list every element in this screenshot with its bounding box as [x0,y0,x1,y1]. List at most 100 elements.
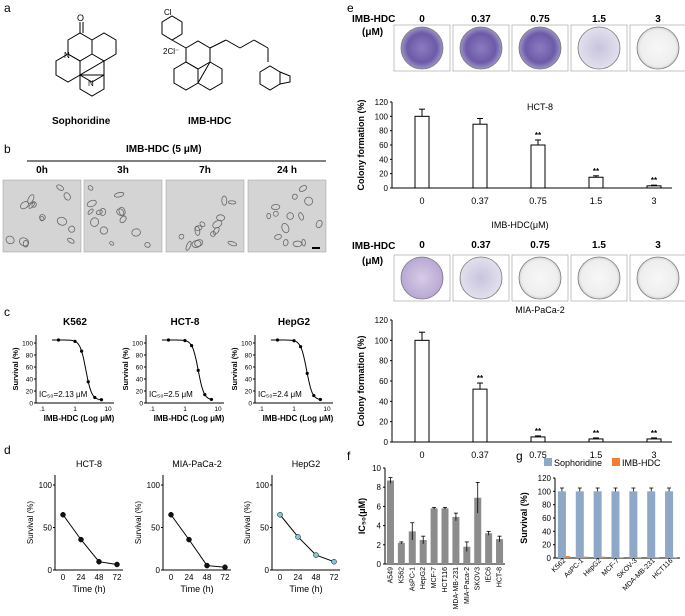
sophoridine-bar [611,491,620,558]
x-tick-label: 72 [113,573,122,582]
dose-point [99,398,103,402]
panel-label-f: f [347,449,351,463]
cell-shape [216,214,226,222]
dose-point [305,371,309,376]
ic50-annotation: IC₅₀=2.5 μM [149,390,193,399]
time-point [295,534,301,540]
cell-shape [114,192,125,198]
concentration-label: 3 [655,240,661,251]
cell-shape [286,212,294,220]
cell-shape [301,238,306,247]
cell-shape [87,208,94,215]
category-label: K562 [398,567,405,583]
x-tick-label: 48 [95,573,104,582]
ic50-bar [441,508,449,564]
cell-shape [291,193,298,200]
cell-shape [315,219,323,229]
y-tick-label: 100 [241,341,252,348]
y-tick-label: 6 [377,502,382,511]
x-axis-label: IMB-HDC (Log μM) [44,414,115,423]
dose-point [196,368,200,372]
y-axis-label: Survival (%) [243,501,252,544]
y-tick-label: 100 [39,481,53,490]
concentration-label: 0 [419,14,425,25]
cell-shape [31,201,37,208]
time-curve [170,514,226,568]
category-label: IEC6 [486,567,493,583]
x-tick-label: 1 [292,406,296,413]
y-axis-label: Survival (%) [121,347,130,390]
cell-shape [144,242,151,248]
cell-shape [131,228,141,237]
timepoint-label: 0h [36,165,48,176]
x-axis-label: Time (h) [180,584,213,594]
y-tick-label: 80 [136,353,144,360]
cell-shape [298,212,304,221]
time-point [204,562,210,569]
y-tick-label: 8 [377,483,382,492]
imb-hdc-bar [673,557,678,558]
y-tick-label: 4 [377,522,382,531]
y-tick-label: 40 [245,377,253,384]
ic50-bar [430,508,438,564]
y-tick-label: 80 [379,357,388,366]
x-axis-label: IMB-HDC (Log μM) [154,414,225,423]
y-tick-label: 60 [26,365,34,372]
panel-label-d: d [4,443,11,457]
cell-shape [118,206,126,217]
dose-point [318,397,322,402]
category-label: HCT116 [442,567,449,593]
cell-shape [90,217,99,227]
x-tick-label: .1 [39,406,45,413]
imb-hdc-bar [601,556,606,558]
cell-shape [221,195,228,206]
cell-shape [212,220,223,229]
ic50-bar [485,533,493,564]
e-top-unit: (μM) [362,27,383,38]
imb-hdc-bar [565,556,570,558]
x-tick-label: .1 [258,406,264,413]
y-tick-label: 0 [377,560,382,569]
cell-shape [212,226,220,235]
panel-label-e: e [347,1,354,15]
cell-shape [281,222,290,234]
concentration-label: 0.37 [471,14,491,25]
dose-point [275,338,280,342]
y-tick-label: 100 [132,341,143,348]
x-tick-label: 1.5 [590,450,603,460]
colony-bar [472,123,488,189]
category-label: AsPC-1 [563,557,585,579]
dose-point [183,339,187,343]
imb-hdc-bar [619,557,624,558]
dose-point [166,338,171,342]
y-tick-label: 120 [375,316,389,325]
significance-mark: ** [593,429,600,438]
sophoridine-bar [593,491,602,558]
y-axis-label: Survival (%) [519,492,529,544]
colony-dish [400,256,444,300]
dose-point [299,345,303,349]
cell-shape [178,233,185,240]
y-tick-label: 60 [136,365,144,372]
ic50-bar [463,546,471,564]
cell-shape [304,196,314,206]
x-tick-label: 24 [77,573,86,582]
e-top-header: IMB-HDC [352,14,395,25]
legend-label-imb-hdc: IMB-HDC [622,458,661,468]
concentration-label: 0.37 [471,240,491,251]
y-axis-label: Colony formation (%) [356,336,366,427]
x-tick-label: 0 [169,573,174,582]
cell-shape [271,204,281,211]
time-point [96,558,102,565]
dose-point [56,338,61,342]
x-tick-label: 3 [651,450,656,460]
y-tick-label: 50 [43,524,52,533]
y-tick-label: 40 [136,377,144,384]
y-tick-label: 40 [379,155,388,164]
cell-shape [119,215,127,224]
cell-shape [194,226,201,236]
y-tick-label: 0 [156,566,161,575]
dose-point [80,349,84,353]
time-point [114,561,120,568]
